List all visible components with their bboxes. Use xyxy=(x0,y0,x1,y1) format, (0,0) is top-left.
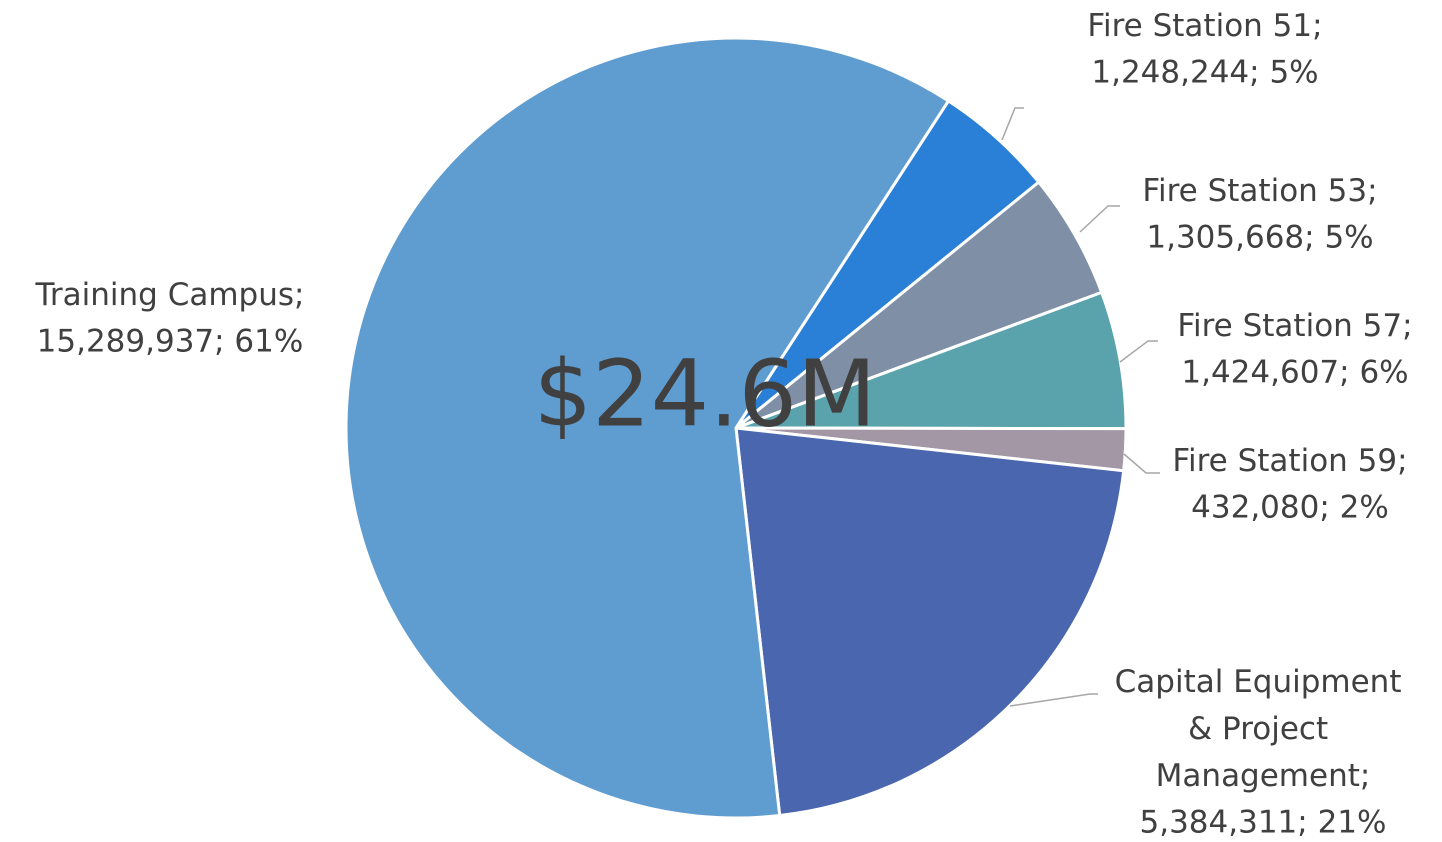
value-label: 1,424,607; 6% xyxy=(1181,355,1408,391)
label-line: Management; xyxy=(1156,758,1371,794)
leader-lines xyxy=(1001,107,1160,707)
value-label: 15,289,937; 61% xyxy=(37,324,304,360)
slice-label: Fire Station 59; xyxy=(1172,443,1407,479)
pie-slice xyxy=(734,426,1126,818)
label-line: Fire Station 57; xyxy=(1177,308,1412,344)
slice-label: Fire Station 57; xyxy=(1177,308,1412,344)
label-line: Fire Station 59; xyxy=(1172,443,1407,479)
center-label: $24.6M xyxy=(534,340,877,447)
pie-slice xyxy=(735,290,1128,431)
leader-line xyxy=(1009,693,1098,707)
label-line: Fire Station 53; xyxy=(1142,173,1377,209)
value-label: 432,080; 2% xyxy=(1191,490,1389,526)
leader-line xyxy=(1123,453,1160,474)
value-label: 1,305,668; 5% xyxy=(1146,220,1373,256)
slice-label: Capital Equipment & Project Management; xyxy=(1115,664,1412,794)
slice-label: Fire Station 53; xyxy=(1142,173,1377,209)
leader-line xyxy=(1119,340,1158,363)
leader-line xyxy=(1001,107,1024,141)
pie xyxy=(344,36,1128,820)
label-line: Training Campus; xyxy=(35,277,305,313)
label-line: Capital Equipment xyxy=(1115,664,1412,700)
leader-line xyxy=(1079,205,1120,233)
label-line: Fire Station 51; xyxy=(1087,8,1322,44)
value-label: 1,248,244; 5% xyxy=(1091,55,1318,91)
slice-label: Fire Station 51; xyxy=(1087,8,1322,44)
label-line: & Project xyxy=(1188,711,1338,747)
slice-label: Training Campus; xyxy=(35,277,305,313)
labels: Fire Station 51; 1,248,244; 5% Fire Statio… xyxy=(35,8,1413,841)
pie-slice xyxy=(344,36,951,820)
value-label: 5,384,311; 21% xyxy=(1140,805,1387,841)
